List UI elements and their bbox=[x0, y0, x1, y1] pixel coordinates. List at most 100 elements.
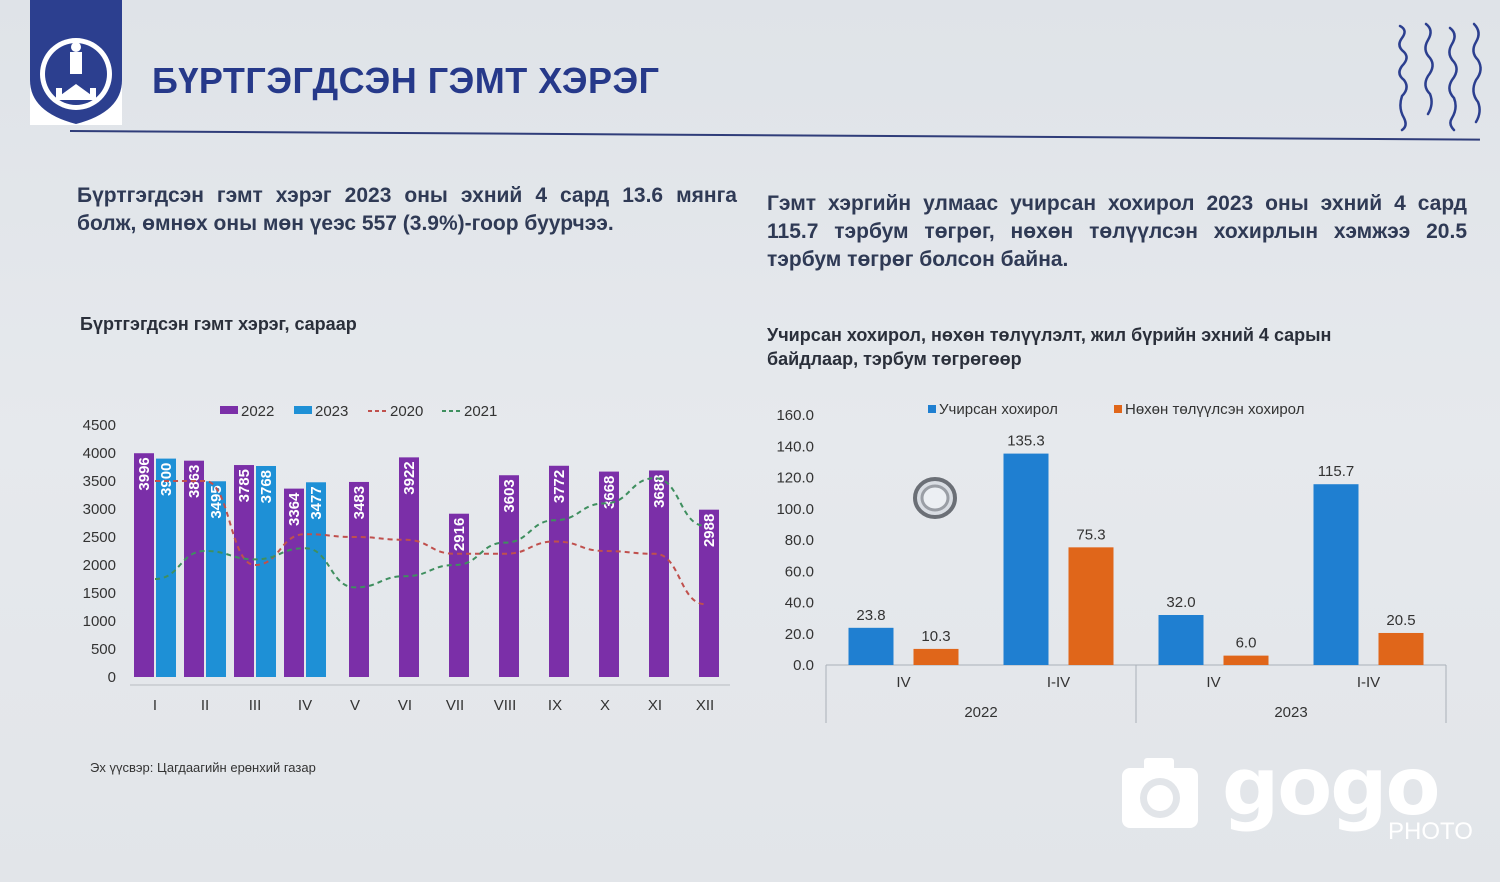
data-label-2022: 3922 bbox=[401, 461, 418, 494]
y-tick-label: 80.0 bbox=[785, 532, 814, 549]
x-tick-label: IV bbox=[298, 697, 312, 714]
legend-label: Учирсан хохирол bbox=[939, 401, 1058, 418]
mongolian-script-logo bbox=[1398, 22, 1482, 132]
group-label: 2023 bbox=[1274, 704, 1307, 721]
data-label: 10.3 bbox=[921, 628, 950, 645]
legend-swatch-2023 bbox=[294, 406, 312, 414]
bar-compensation bbox=[913, 648, 959, 665]
bar-2022 bbox=[499, 475, 519, 677]
bar-2022 bbox=[449, 513, 469, 677]
data-label-2022: 3772 bbox=[551, 470, 568, 503]
left-summary-paragraph: Бүртгэгдсэн гэмт хэрэг 2023 оны эхний 4 … bbox=[77, 184, 737, 235]
data-label-2023: 3900 bbox=[158, 463, 175, 496]
damage-compensation-chart: 0.0 20.0 40.0 60.0 80.0 100.0 120.0 140.0 160.0 2… bbox=[776, 401, 1447, 723]
data-label: 32.0 bbox=[1166, 594, 1195, 611]
bar-damage bbox=[1003, 453, 1049, 665]
watermark-sub: PHOTO bbox=[1388, 818, 1473, 845]
y-tick-label: 2000 bbox=[83, 557, 116, 574]
data-label-2023: 3495 bbox=[208, 485, 225, 518]
data-label-2023: 3768 bbox=[258, 470, 275, 503]
y-tick-label: 60.0 bbox=[785, 563, 814, 580]
bar-damage bbox=[1313, 484, 1359, 665]
x-tick-label: II bbox=[201, 697, 209, 714]
data-label-2022: 2916 bbox=[451, 518, 468, 551]
legend-label-2021: 2021 bbox=[464, 403, 497, 420]
bar-2022 bbox=[349, 481, 369, 677]
data-label-2022: 3688 bbox=[651, 474, 668, 507]
data-label-2022: 2988 bbox=[701, 514, 718, 547]
y-tick-label: 1000 bbox=[83, 613, 116, 630]
legend-swatch-2022 bbox=[220, 406, 238, 414]
legend-swatch bbox=[1114, 405, 1122, 413]
soyombo-emblem-logo bbox=[30, 0, 122, 125]
x-tick-label: VI bbox=[398, 697, 412, 714]
bar-damage bbox=[848, 627, 894, 665]
x-tick-label: I-IV bbox=[1357, 674, 1380, 691]
data-label: 115.7 bbox=[1318, 463, 1354, 480]
data-label-2023: 3477 bbox=[308, 486, 325, 519]
monthly-chart-title: Бүртгэгдсэн гэмт хэрэг, сараар bbox=[80, 314, 357, 334]
data-label: 135.3 bbox=[1007, 433, 1045, 450]
legend-label: Нөхөн төлүүлсэн хохирол bbox=[1125, 401, 1304, 418]
monthly-crimes-chart: 0 500 1000 1500 2000 2500 3000 3500 4000 4500 3996… bbox=[83, 403, 730, 714]
y-tick-label: 1500 bbox=[83, 585, 116, 602]
bar-2022 bbox=[699, 509, 719, 677]
bar-damage bbox=[1158, 615, 1204, 665]
x-tick-label: IX bbox=[548, 697, 562, 714]
title-divider bbox=[69, 130, 1480, 141]
y-tick-label: 3000 bbox=[83, 501, 116, 518]
data-label: 75.3 bbox=[1076, 526, 1105, 543]
ring-decoration-icon bbox=[913, 477, 957, 519]
y-tick-label: 4500 bbox=[83, 417, 116, 434]
x-tick-label: XII bbox=[696, 697, 714, 714]
x-tick-label: I bbox=[153, 697, 157, 714]
bar-2023 bbox=[156, 458, 176, 677]
y-tick-label: 4000 bbox=[83, 445, 116, 462]
x-tick-label: VII bbox=[446, 697, 464, 714]
bar-2022 bbox=[649, 470, 669, 677]
y-tick-label: 140.0 bbox=[776, 438, 814, 455]
bar-2023 bbox=[256, 465, 276, 677]
y-tick-label: 0 bbox=[108, 669, 116, 686]
bar-2022 bbox=[399, 457, 419, 677]
source-note: Эх үүсвэр: Цагдаагийн ерөнхий газар bbox=[90, 760, 316, 775]
x-tick-label: V bbox=[350, 697, 360, 714]
x-tick-label: VIII bbox=[494, 697, 517, 714]
x-tick-label: III bbox=[249, 697, 262, 714]
line-2021 bbox=[154, 477, 706, 589]
bar-compensation bbox=[1068, 547, 1114, 665]
watermark-brand: gogo bbox=[1222, 740, 1440, 833]
group-label: 2022 bbox=[964, 704, 997, 721]
legend-label-2022: 2022 bbox=[241, 403, 274, 420]
bar-compensation bbox=[1223, 655, 1269, 665]
camera-icon bbox=[1122, 758, 1198, 828]
y-tick-label: 100.0 bbox=[776, 501, 814, 518]
legend-swatch bbox=[928, 405, 936, 413]
page-title: БҮРТГЭГДСЭН ГЭМТ ХЭРЭГ bbox=[152, 60, 660, 101]
legend-label-2023: 2023 bbox=[315, 403, 348, 420]
bar-2022 bbox=[134, 453, 154, 677]
bar-2022 bbox=[599, 471, 619, 677]
legend-label-2020: 2020 bbox=[390, 403, 423, 420]
x-tick-label: IV bbox=[1206, 674, 1220, 691]
y-tick-label: 160.0 bbox=[776, 407, 814, 424]
x-tick-label: IV bbox=[896, 674, 910, 691]
data-label-2022: 3483 bbox=[351, 486, 368, 519]
y-tick-label: 0.0 bbox=[793, 657, 814, 674]
data-label-2022: 3996 bbox=[136, 457, 153, 490]
bar-compensation bbox=[1378, 632, 1424, 665]
y-tick-label: 40.0 bbox=[785, 595, 814, 612]
y-tick-label: 20.0 bbox=[785, 626, 814, 643]
data-label-2022: 3785 bbox=[236, 469, 253, 502]
data-label: 6.0 bbox=[1236, 635, 1257, 652]
bar-2023 bbox=[306, 482, 326, 677]
y-tick-label: 500 bbox=[91, 641, 116, 658]
data-label-2022: 3603 bbox=[501, 479, 518, 512]
x-tick-label: X bbox=[600, 697, 610, 714]
bar-2022 bbox=[184, 460, 204, 677]
data-label: 23.8 bbox=[856, 607, 885, 624]
bar-2022 bbox=[234, 465, 254, 677]
damage-chart-title: Учирсан хохирол, нөхөн төлүүлэлт, жил бү… bbox=[767, 325, 1332, 369]
right-summary-paragraph: Гэмт хэргийн улмаас учирсан хохирол 2023… bbox=[767, 192, 1467, 271]
data-label: 20.5 bbox=[1386, 612, 1415, 629]
